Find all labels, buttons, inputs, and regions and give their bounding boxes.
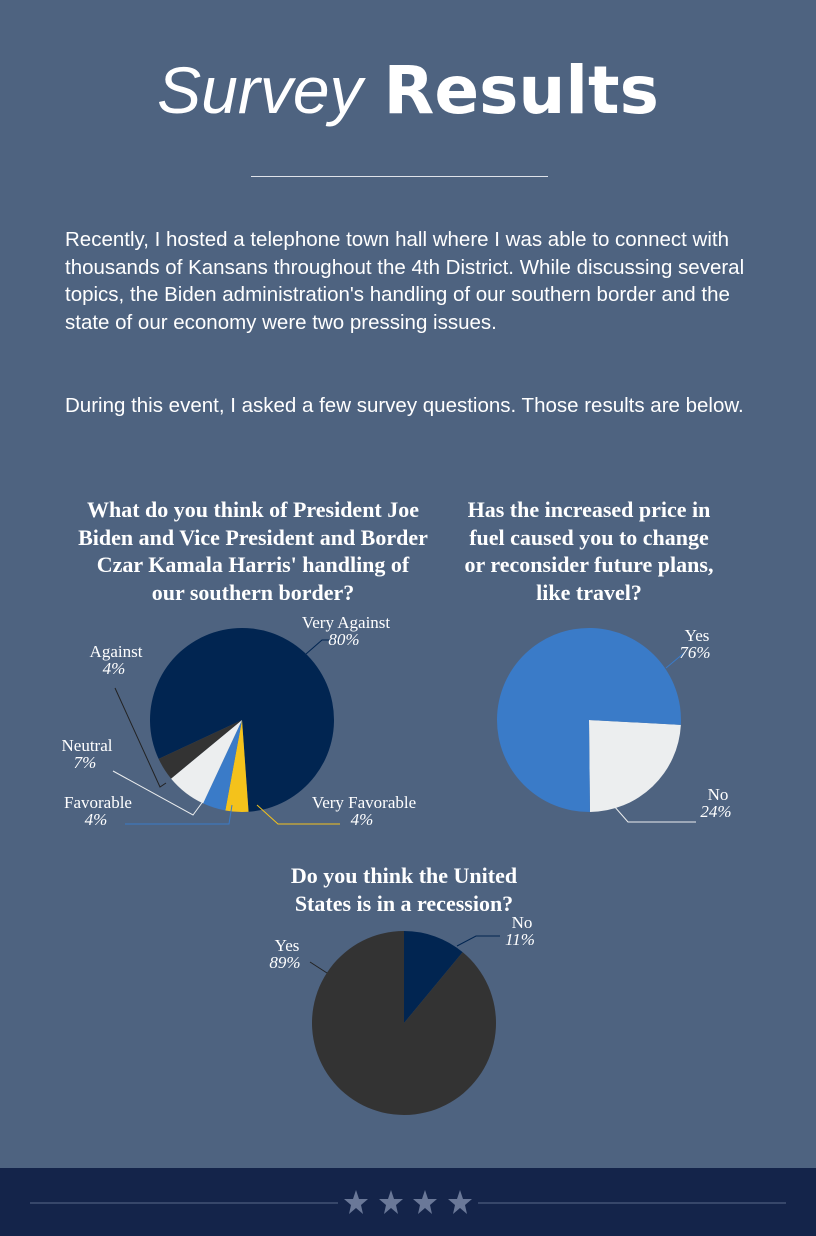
title-bold: Results <box>383 52 659 129</box>
divider <box>251 176 548 177</box>
pie-slice <box>311 931 496 1115</box>
leader-line <box>256 804 340 825</box>
leader-line <box>309 961 328 974</box>
slice-label: Yes <box>275 936 300 955</box>
slice-value-label: 24% <box>700 802 731 821</box>
slice-value-label: 4% <box>85 810 108 829</box>
slice-value-label: 80% <box>328 630 359 649</box>
pie-slice <box>158 720 242 779</box>
page-title: Survey Results <box>0 52 816 129</box>
leader-line <box>665 652 685 669</box>
leader-line <box>112 770 205 816</box>
slice-value-label: 76% <box>679 643 710 662</box>
chart-title: Has the increased price in fuel caused y… <box>464 497 714 605</box>
leader-line <box>114 687 167 788</box>
chart-title: What do you think of President Joe Biden… <box>78 497 428 605</box>
footer-art <box>30 1190 786 1214</box>
slice-label: Neutral <box>62 736 113 755</box>
slice-label: No <box>512 913 533 932</box>
footer <box>0 1168 816 1236</box>
slice-label: No <box>708 785 729 804</box>
pie-slice <box>203 720 242 811</box>
slice-value-label: 4% <box>351 810 374 829</box>
slice-value-label: 4% <box>103 659 126 678</box>
pie-slice <box>589 720 681 812</box>
leader-line <box>456 935 500 947</box>
paragraph: Recently, I hosted a telephone town hall… <box>65 228 745 334</box>
slice-label: Yes <box>685 626 710 645</box>
slice-label: Against <box>90 642 143 661</box>
pie-slice <box>225 720 249 813</box>
slice-label: Very Against <box>302 613 391 632</box>
slice-value-label: 7% <box>74 753 97 772</box>
leader-line <box>613 805 696 823</box>
pie-slice <box>497 628 681 812</box>
stars <box>344 1190 472 1214</box>
slice-label: Favorable <box>64 793 132 812</box>
pie-slice <box>150 628 335 812</box>
slice-value-label: 11% <box>505 930 535 949</box>
paragraph: During this event, I asked a few survey … <box>65 394 744 417</box>
leader-line <box>305 639 340 655</box>
slice-value-label: 89% <box>269 953 300 972</box>
slice-label: Very Favorable <box>312 793 416 812</box>
leader-line <box>125 804 233 825</box>
title-light: Survey <box>157 53 363 127</box>
pie-slice <box>404 931 463 1023</box>
pie-slice <box>171 720 242 804</box>
chart-title: Do you think the United States is in a r… <box>290 863 518 916</box>
